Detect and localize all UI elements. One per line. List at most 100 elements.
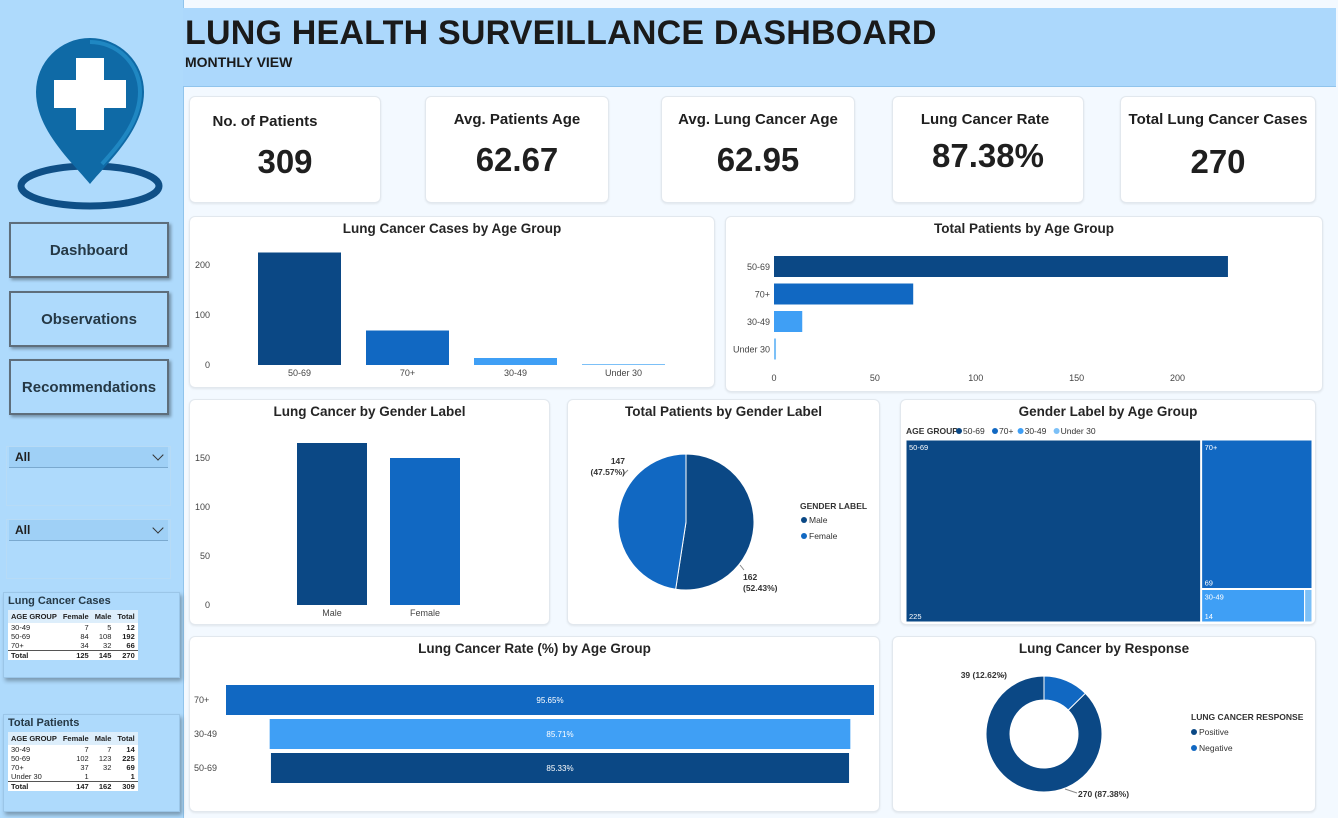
table-cell: 145 [91,650,115,660]
y-tick-label: 70+ [755,290,770,300]
column-header: Male [91,732,115,745]
bar-under-30 [582,364,665,365]
y-tick-label: 150 [195,453,210,463]
y-tick-label: Under 30 [733,345,770,355]
table-cell: 1 [130,772,135,781]
table-cell: 50-69 [11,754,31,763]
treemap-cell-70-plus [1201,439,1313,589]
bar-30-49 [269,719,851,749]
table-cell: 108 [98,632,112,641]
y-tick-label: 50-69 [194,763,217,773]
treemap-cell-label: 50-69 [909,443,928,452]
table-cell: 70+ [11,641,24,650]
y-tick-label: 50-69 [747,262,770,272]
x-tick-label: 100 [968,373,983,383]
chart-patients-by-age-group: Total Patients by Age Group 0 50 100 150 200… [725,216,1323,392]
bar-50-69 [774,256,1228,277]
legend-marker [1053,428,1060,434]
dashboard-button[interactable]: Dashboard [9,222,169,278]
y-tick-label: 100 [195,502,210,512]
chart-title: Gender Label by Age Group [1018,404,1198,419]
slicer-dropdown-1[interactable]: All [9,447,168,468]
legend-item-negative: Negative [1199,743,1233,753]
bar-30-49 [774,311,803,332]
observations-button[interactable]: Observations [9,291,169,347]
table-cell: 69 [126,763,135,772]
bar-70- [774,283,914,305]
table-cell: 66 [126,641,135,650]
x-tick-label: 0 [771,373,776,383]
donut-value-label: 270 (87.38%) [1078,789,1129,799]
kpi-label: Avg. Patients Age [453,111,581,128]
chart-cancer-rate-by-age-group: Lung Cancer Rate (%) by Age Group 95.65%… [189,636,880,812]
treemap-cell-value: 14 [1205,612,1213,621]
table-cell: 70+ [11,763,24,772]
slicer-1: All [6,446,171,506]
kpi-value: 62.67 [475,141,559,178]
x-tick-label: 50-69 [288,368,311,378]
y-tick-label: 100 [195,310,210,320]
table-cell: 32 [103,763,112,772]
chart-svg: 0 100 200 50-69 70+ 30-49 Under 30 [195,252,665,378]
donut-slice-negative [1043,675,1087,711]
table-cell: 30-49 [11,745,31,754]
treemap-cell-label: 70+ [1205,443,1218,452]
table-cell: 1 [84,772,89,781]
chart-svg: 39 (12.62%) 270 (87.38%) LUNG CANCER RESPO… [961,670,1304,799]
table-cell: 14 [126,745,135,754]
column-header: Male [91,610,115,623]
y-tick-label: 0 [205,360,210,370]
chart-cases-by-age-group: Lung Cancer Cases by Age Group 0 100 200 50… [189,216,715,388]
table-cell: 192 [122,632,135,641]
dashboard-header: LUNG HEALTH SURVEILLANCE DASHBOARD MONTH… [183,8,1336,87]
column-header: Total [114,610,138,623]
x-tick-label: Female [410,608,440,618]
x-tick-label: 200 [1170,373,1185,383]
bar-value-label: 85.71% [546,730,573,739]
legend-title: LUNG CANCER RESPONSE [1191,712,1304,722]
table-cell: Total [8,650,60,660]
table-row: 50-69 84 108 192 [8,632,138,641]
bar-male [297,443,367,605]
pie-slice-female [617,453,687,590]
recommendations-button[interactable]: Recommendations [9,359,169,415]
table-row: 30-49 7 7 14 [8,745,138,754]
slicer-dropdown-2[interactable]: All [9,520,168,541]
chart-svg: 0 50 100 150 200 50-69 70+ 30-49 Under 30 [733,256,1228,383]
total-patients-table: Total Patients AGE GROUP Female Male Tot… [3,714,180,812]
slicer-value-2: All [15,523,31,537]
table-cell: 12 [126,623,135,632]
chart-title: Lung Cancer by Response [1018,641,1190,656]
y-tick-label: 50 [200,551,210,561]
donut-value-label: 39 (12.62%) [961,670,1007,680]
kpi-label: Total Lung Cancer Cases [1128,111,1308,128]
legend-item-positive: Positive [1199,727,1229,737]
table-title: Total Patients [8,717,80,729]
chart-svg: 95.65% 70+ 85.71% 30-49 85.33% 50-69 [194,685,874,783]
legend-marker [801,533,807,539]
legend-item-70-: 70+ [999,426,1013,436]
y-tick-label: 30-49 [747,317,770,327]
table-total-row: Total 147 162 309 [8,781,138,791]
legend-marker [1191,729,1197,735]
kpi-value: 62.95 [716,141,800,178]
slicer-value-1: All [15,450,31,464]
bar-50-69 [258,252,341,365]
chevron-down-icon [152,522,164,534]
legend-marker [1017,428,1024,434]
table-cell: 309 [114,781,138,791]
legend-item-male: Male [809,515,828,525]
bar-50-69 [270,753,850,783]
chart-cancer-by-response: Lung Cancer by Response 39 (12.62%) 270 (… [892,636,1316,812]
treemap-cell-label: 30-49 [1205,593,1224,602]
column-header: Total [114,732,138,745]
table-cell: 34 [80,641,89,650]
kpi-label: No. of Patients [212,113,318,130]
sidebar: Dashboard Observations Recommendations A… [0,0,184,818]
table-cell: 30-49 [11,623,31,632]
chart-gender-by-age-group-treemap: Gender Label by Age Group AGE GROUP 50-69… [900,399,1316,625]
column-header: Female [59,732,92,745]
bar-value-label: 95.65% [536,696,563,705]
x-tick-label: 150 [1069,373,1084,383]
bar-70- [226,685,874,715]
